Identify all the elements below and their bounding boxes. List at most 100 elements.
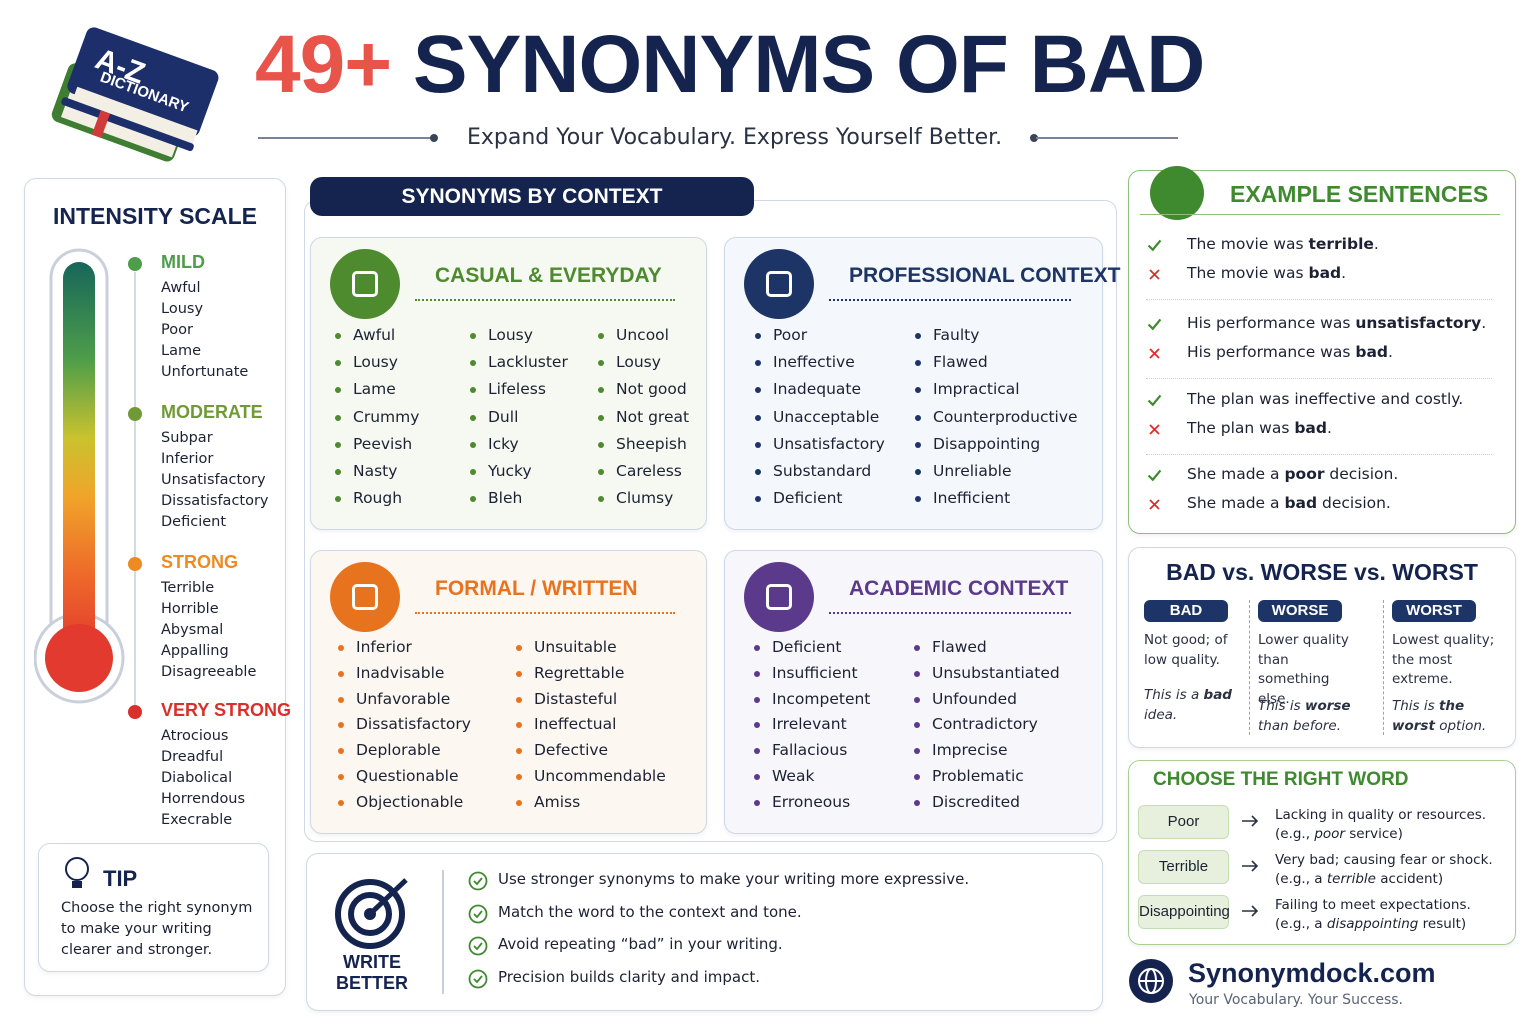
synonym: Amiss (515, 792, 581, 811)
synonym: Lousy (335, 353, 398, 372)
level-dot (128, 407, 142, 421)
synonym: Unsubstantiated (914, 663, 1060, 682)
text-part: The plan was (1187, 419, 1295, 437)
check-icon (1146, 316, 1163, 333)
synonym: Impractical (915, 380, 1020, 399)
arrow-icon (1238, 811, 1262, 831)
synonym: Insufficient (754, 663, 858, 682)
level-word: Unsatisfactory (161, 472, 266, 488)
word-pill: Poor (1138, 805, 1229, 839)
synonym: Deplorable (338, 741, 441, 760)
word-example: (e.g., a terrible accident) (1275, 871, 1443, 887)
synonym: Not great (597, 407, 690, 426)
level-word: Horrible (161, 601, 219, 617)
text-part: bad (1203, 687, 1232, 703)
rule (1140, 214, 1500, 215)
synonym: Awful (334, 326, 396, 344)
check-icon-glyph (1147, 394, 1162, 407)
tip-item: Avoid repeating “bad” in your writing. (498, 935, 783, 953)
synonym: Irrelevant (754, 715, 847, 734)
compare-label: BAD (1144, 600, 1228, 622)
compare-divider (1249, 600, 1250, 735)
synonym: Ineffective (755, 353, 855, 372)
text-part: This is (1258, 698, 1305, 714)
cross-icon (1147, 422, 1162, 437)
synonym: Unsuitable (516, 638, 617, 656)
level-label: MILD (161, 252, 205, 272)
synonym: Unacceptable (754, 407, 880, 426)
level-label: VERY STRONG (161, 700, 292, 720)
examples-title: EXAMPLE SENTENCES (1230, 181, 1489, 207)
title-number: 49+ (255, 19, 392, 110)
text-part: The plan was ineffective and costly. (1187, 390, 1464, 408)
text-part: poor (1284, 465, 1325, 483)
panel-rule (829, 612, 1071, 614)
level-word: Appalling (161, 643, 229, 659)
synonym: Imprecise (914, 741, 1008, 760)
compare-example: This is the worst option. (1392, 697, 1497, 736)
text-part: unsatisfactory (1355, 314, 1482, 332)
subtitle: Expand Your Vocabulary. Express Yourself… (467, 125, 1003, 150)
level-word: Dissatisfactory (161, 493, 269, 509)
synonym: Bleh (469, 489, 523, 508)
level-word: Execrable (161, 812, 233, 828)
synonym: Lousy (598, 353, 661, 372)
good-sentence: His performance was unsatisfactory. (1187, 314, 1486, 332)
panel-rule (415, 299, 675, 301)
word-example: (e.g., poor service) (1275, 826, 1403, 842)
text-part: His performance was (1187, 343, 1356, 361)
arrow-icon-glyph (1242, 860, 1259, 872)
level-dot (128, 557, 142, 571)
text-part: bad (1355, 343, 1388, 361)
synonym: Lifeless (470, 380, 546, 399)
synonym: Unfounded (914, 689, 1017, 708)
synonym: Lame (335, 380, 396, 399)
word-meaning: Failing to meet expectations. (1275, 897, 1471, 913)
synonym: Crummy (334, 407, 420, 426)
synonym: Inferior (338, 638, 412, 656)
thermometer (34, 248, 125, 704)
compare-example: This is a bad idea. (1144, 686, 1234, 725)
check-icon (1146, 237, 1163, 254)
text-part: option. (1434, 717, 1487, 734)
check-icon-glyph (1147, 239, 1162, 252)
scale-line (134, 272, 136, 712)
separator (1146, 378, 1492, 379)
synonym: Fallacious (753, 741, 848, 760)
synonym: Unfavorable (337, 689, 451, 708)
check-icon-glyph (1147, 318, 1162, 331)
tip-text: Choose the right synonym to make your wr… (61, 900, 253, 958)
good-sentence: The movie was terrible. (1187, 235, 1379, 253)
icon-inner (766, 271, 792, 297)
level-word: Dreadful (161, 749, 224, 765)
arrow-icon (1238, 856, 1262, 876)
level-word: Inferior (161, 451, 214, 467)
synonym: Incompetent (753, 689, 871, 708)
panel-rule (829, 299, 1071, 301)
synonym: Counterproductive (915, 407, 1078, 426)
level-word: Horrendous (161, 791, 246, 807)
level-dot (128, 705, 142, 719)
text-part: bad (1294, 419, 1327, 437)
arrow-icon (1238, 901, 1262, 921)
synonym: Ineffectual (515, 715, 617, 734)
check-icon (468, 871, 488, 891)
panel-title: CASUAL & EVERYDAY (435, 264, 662, 287)
compare-label: WORST (1392, 600, 1476, 622)
synonym: Flawed (915, 353, 988, 372)
examples-box (1128, 170, 1516, 534)
icon-inner (766, 584, 792, 610)
synonym: Regrettable (515, 663, 625, 682)
compare-label: WORSE (1258, 600, 1342, 622)
level-word: Diabolical (161, 770, 233, 786)
synonym: Discredited (913, 792, 1021, 811)
synonym: Inefficient (914, 489, 1011, 508)
synonym: Inadvisable (337, 663, 445, 682)
text-part: terrible (1308, 235, 1374, 253)
synonym: Flawed (914, 638, 987, 656)
text-part: She made a (1187, 465, 1285, 483)
choose-title: CHOOSE THE RIGHT WORD (1153, 769, 1409, 790)
title: 49+ SYNONYMS OF BAD (255, 18, 1205, 112)
level-dot (128, 257, 142, 271)
